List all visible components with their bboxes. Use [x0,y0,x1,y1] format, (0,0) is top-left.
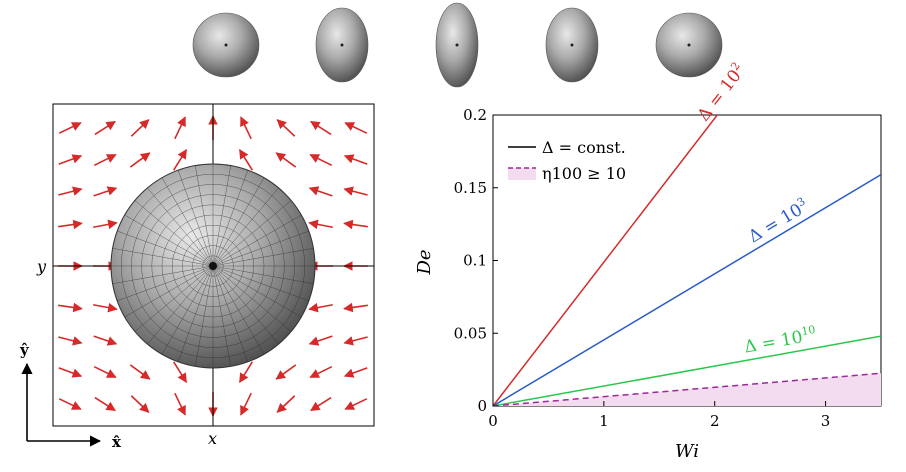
flow-arrow-43 [309,365,333,379]
flow-arrow-15 [93,335,118,346]
flow-arrow-3 [58,219,83,230]
flow-arrow-35 [276,395,296,413]
unit-y-label: ŷ [19,341,30,359]
flow-arrow-8 [58,398,82,410]
shape-sequence [192,2,723,88]
flow-arrow-2 [58,186,83,196]
flow-arrow-42 [308,335,333,346]
flow-arrow-24 [172,361,188,384]
flow-arrow-23 [172,148,188,171]
flow-arrow-16 [93,365,117,379]
flow-arrow-0 [58,122,82,134]
legend: Δ = const. η100 ≥ 10 [508,138,626,183]
series-line-1 [493,174,881,406]
series-line-3 [493,372,881,406]
flow-y-label: y [36,257,47,276]
flow-arrow-52 [343,367,368,378]
legend-entry-1: Δ = const. [542,138,626,157]
flow-arrow-11 [93,186,118,197]
flow-arrow-41 [308,302,333,313]
x-tick-label-1: 1 [599,412,609,430]
flow-arrow-21 [130,395,150,413]
flow-arrow-53 [344,398,368,410]
flow-arrow-32 [276,119,296,137]
flow-arrow-25 [174,392,186,416]
flow-x-label: x [208,429,217,448]
flow-arrow-37 [309,153,333,167]
flow-arrow-1 [58,154,83,165]
flow-arrow-19 [129,152,151,168]
flow-arrow-33 [275,152,297,168]
x-tick-label-2: 2 [710,412,720,430]
flow-arrow-20 [129,364,151,380]
y-tick-label-1: 0.05 [454,324,487,342]
plot-area [492,114,882,407]
flow-arrow-18 [130,119,150,137]
flow-arrow-22 [174,116,186,140]
legend-fill-swatch [508,168,536,180]
flow-arrow-17 [94,396,116,412]
flow-arrow-47 [343,186,368,196]
flow-arrow-34 [275,364,297,380]
flow-arrow-28 [240,116,252,140]
x-tick-label-3: 3 [821,412,831,430]
flow-arrow-30 [238,361,254,384]
unit-x-label: x̂ [112,433,122,451]
y-tick-label-2: 0.1 [463,252,487,270]
flow-arrow-38 [308,186,333,197]
y-tick-label-0: 0 [477,397,487,415]
flow-arrow-9 [94,120,116,136]
flow-arrow-6 [58,336,83,346]
y-ticks: 0 0.05 0.1 0.15 0.2 [454,106,498,415]
y-tick-label-3: 0.15 [454,179,487,197]
series-line-2 [493,335,881,406]
flow-arrow-39 [308,219,333,230]
flow-arrow-44 [310,396,332,412]
flow-arrow-5 [58,302,83,313]
x-axis-label: Wi [675,441,699,462]
flow-arrow-29 [238,148,254,171]
flow-arrow-31 [240,392,252,416]
flow-arrow-50 [343,302,368,313]
series-lines [493,115,881,406]
central-sphere [110,163,316,369]
unit-vector-axes [21,362,102,447]
y-axis-label: De [414,249,435,275]
flow-arrow-12 [93,219,118,230]
y-tick-label-4: 0.2 [463,106,487,124]
flow-arrow-45 [344,122,368,134]
flow-panel: y x ŷ x̂ [19,103,375,451]
flow-arrow-10 [93,153,117,167]
flow-arrow-51 [343,336,368,346]
series-line-0 [493,115,719,406]
flow-arrow-36 [310,120,332,136]
flow-arrow-46 [343,154,368,165]
x-tick-label-0: 0 [488,412,498,430]
flow-arrow-14 [93,302,118,313]
flow-arrow-7 [58,367,83,378]
legend-entry-2: η100 ≥ 10 [542,164,626,183]
x-ticks: 0 1 2 3 [488,401,830,430]
flow-arrow-48 [343,219,368,230]
